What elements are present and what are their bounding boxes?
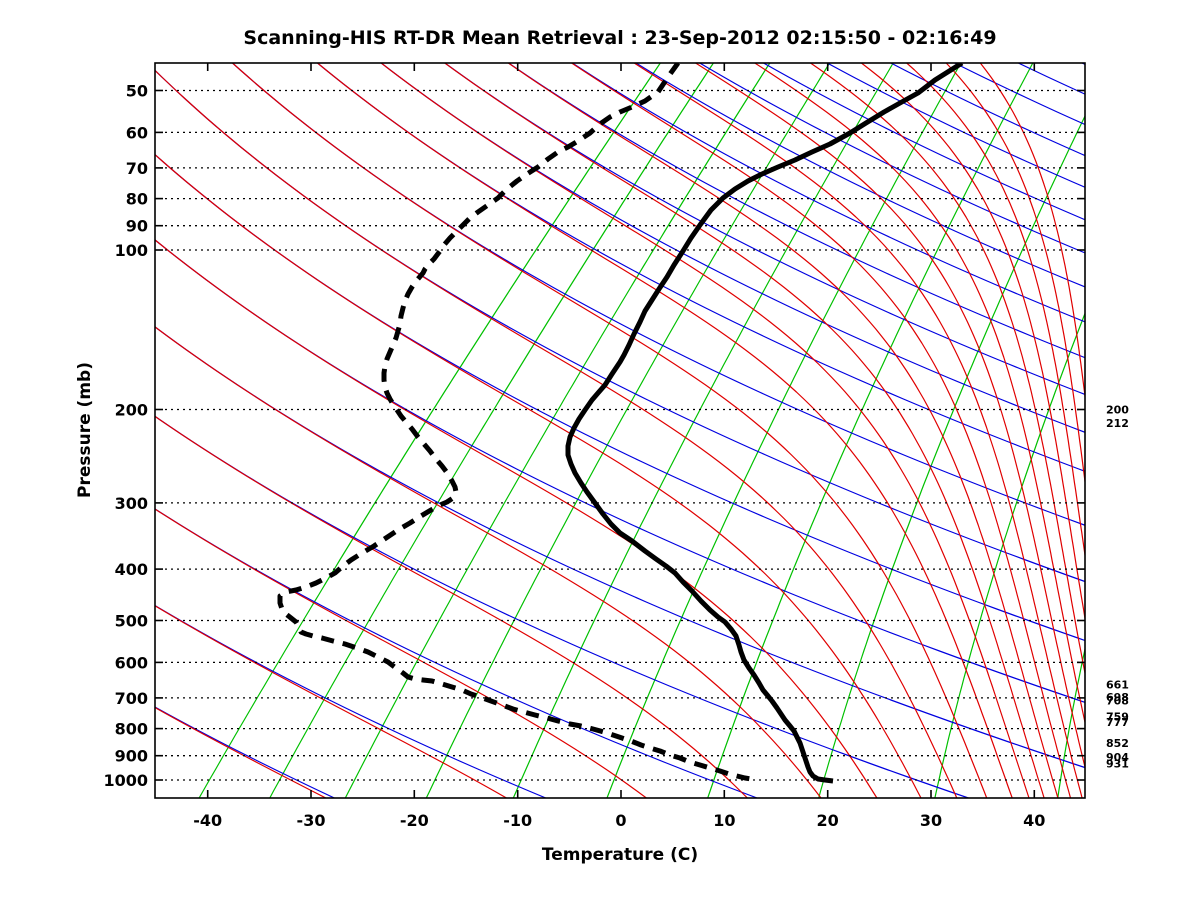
x-tick-label-30: 30	[920, 811, 942, 830]
dry-adiabat-line	[826, 63, 1085, 188]
y-tick-label-60: 60	[126, 123, 148, 142]
moist-adiabat-line	[633, 63, 1083, 798]
right-level-label-777: 777	[1106, 716, 1129, 729]
y-tick-label-600: 600	[115, 653, 148, 672]
axes-frame	[154, 62, 1086, 799]
mixing-ratio-line	[198, 63, 661, 798]
moist-adiabat-line	[444, 63, 1045, 798]
chart-title: Scanning-HIS RT-DR Mean Retrieval : 23-S…	[243, 27, 996, 49]
moist-adiabat-line	[155, 153, 922, 798]
moist-adiabat-line	[695, 63, 1085, 770]
dry-adiabat-line	[1081, 63, 1085, 66]
right-level-label-931: 931	[1106, 758, 1129, 771]
y-axis-label: Pressure (mb)	[75, 362, 95, 498]
mixing-ratio-line	[269, 63, 714, 798]
moist-adiabat-line	[507, 63, 1059, 798]
right-level-label-698: 698	[1106, 691, 1129, 704]
moist-adiabat-line	[861, 63, 1085, 622]
dry-adiabat-line	[380, 63, 1085, 433]
moist-adiabat-line	[155, 69, 958, 798]
y-tick-label-70: 70	[126, 159, 148, 178]
moist-adiabat-line	[155, 415, 748, 798]
x-tick-label--40: -40	[193, 811, 222, 830]
y-tick-label-1000: 1000	[103, 771, 148, 790]
y-tick-label-700: 700	[115, 689, 148, 708]
y-tick-label-400: 400	[115, 560, 148, 579]
background-reference-lines	[155, 63, 1200, 798]
moist-adiabat-line	[945, 63, 1085, 487]
mixing-ratio-line	[606, 63, 962, 798]
dry-adiabat-line	[155, 508, 758, 798]
tick-labels: 5060708090100200300400500600700800900100…	[103, 81, 1045, 830]
mixing-ratio-line	[707, 63, 1034, 798]
moist-adiabat-line	[155, 508, 647, 798]
dry-adiabat-line	[155, 706, 335, 798]
x-tick-label-20: 20	[817, 811, 839, 830]
dry-adiabat-line	[155, 604, 547, 798]
moist-adiabat-line	[380, 63, 1030, 798]
right-level-label-200: 200	[1106, 404, 1129, 417]
y-tick-label-200: 200	[115, 401, 148, 420]
right-level-label-904: 904	[1106, 751, 1129, 764]
y-tick-label-800: 800	[115, 720, 148, 739]
moist-adiabat-line	[155, 326, 822, 798]
y-tick-label-900: 900	[115, 747, 148, 766]
mixing-ratio-line	[344, 63, 771, 798]
moist-adiabat-line	[810, 63, 1085, 677]
y-tick-label-100: 100	[115, 241, 148, 260]
right-level-label-852: 852	[1106, 737, 1129, 750]
mixing-ratio-line	[934, 311, 1085, 798]
moist-adiabat-line	[754, 63, 1085, 726]
x-tick-label-0: 0	[615, 811, 626, 830]
dry-adiabat-line	[508, 63, 1085, 359]
sounding-profiles	[277, 63, 964, 784]
plot-border	[154, 62, 1086, 799]
y-tick-label-300: 300	[115, 494, 148, 513]
dry-adiabat-line	[155, 153, 1085, 642]
pressure-gridlines	[165, 89, 1083, 781]
mixing-ratio-line	[818, 114, 1085, 798]
moist-adiabat-line	[232, 63, 988, 798]
moist-adiabat-line	[571, 63, 1072, 798]
dry-adiabat-line	[635, 63, 1085, 288]
dry-adiabat-line	[444, 63, 1085, 396]
dry-adiabat-line	[763, 63, 1085, 221]
temperature-profile-line	[565, 63, 964, 784]
y-tick-label-50: 50	[126, 81, 148, 100]
x-tick-label--30: -30	[297, 811, 326, 830]
dry-adiabat-line	[699, 63, 1085, 254]
mixing-ratio-line	[1184, 63, 1200, 798]
mixing-ratio-line	[425, 63, 831, 798]
x-tick-label--10: -10	[503, 811, 532, 830]
moist-adiabat-line	[979, 63, 1085, 402]
mixing-ratio-line	[1057, 646, 1085, 798]
x-tick-label-10: 10	[713, 811, 735, 830]
moist-adiabat-line	[317, 63, 1013, 798]
dry-adiabat-line	[890, 63, 1085, 157]
dry-adiabat-line	[571, 63, 1085, 323]
right-level-label-212: 212	[1106, 417, 1129, 430]
y-tick-label-80: 80	[126, 190, 148, 209]
dewpoint-profile-line	[277, 63, 758, 783]
right-level-label-661: 661	[1106, 679, 1129, 692]
moist-adiabat-line	[155, 239, 878, 798]
dry-adiabat-line	[155, 239, 1085, 704]
y-tick-label-90: 90	[126, 217, 148, 236]
x-tick-label-40: 40	[1023, 811, 1045, 830]
right-level-label-708: 708	[1106, 695, 1129, 708]
moist-adiabat-line	[155, 605, 507, 798]
moist-adiabat-line	[906, 63, 1085, 560]
mixing-ratio-line	[512, 63, 894, 798]
y-tick-label-500: 500	[115, 611, 148, 630]
x-axis-label: Temperature (C)	[542, 845, 698, 865]
x-tick-label--20: -20	[400, 811, 429, 830]
right-level-label-759: 759	[1106, 711, 1129, 724]
moist-adiabat-line	[155, 706, 327, 798]
